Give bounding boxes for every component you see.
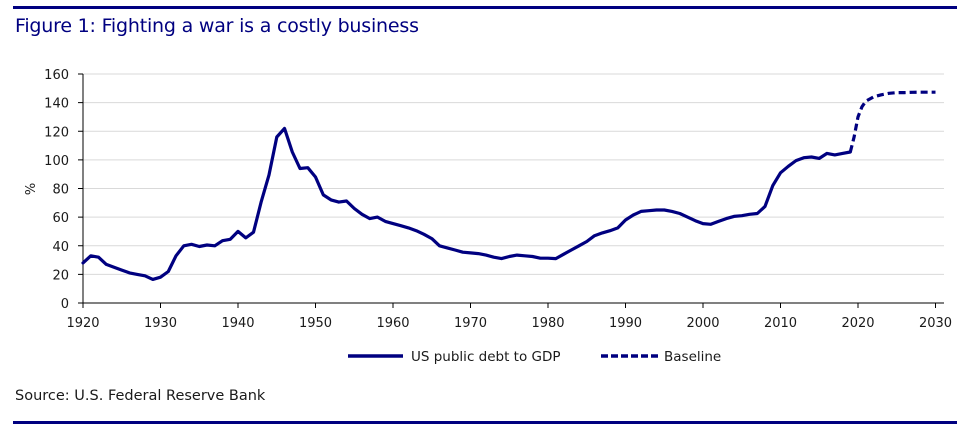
y-axis: 0 20 40 60 80 100 120 140 160 — [44, 68, 84, 312]
x-tick-label: 1920 — [66, 316, 99, 331]
x-tick-label: 1960 — [376, 316, 409, 331]
x-tick-label: 2020 — [841, 316, 874, 331]
x-tick-label: 2000 — [686, 316, 719, 331]
gridlines — [83, 73, 944, 275]
y-tick-label: 160 — [44, 68, 69, 83]
figure-title: Figure 1: Fighting a war is a costly bus… — [15, 15, 419, 37]
x-tick-label: 1980 — [531, 316, 564, 331]
y-tick-label: 100 — [44, 154, 69, 169]
y-tick-label: 80 — [52, 183, 69, 198]
x-axis: 1920 1930 1940 1950 1960 1970 1980 1990 2000 2010… — [66, 302, 952, 331]
x-tick-label: 2030 — [919, 316, 952, 331]
legend-label-debt: US public debt to GDP — [411, 349, 561, 365]
x-tick-label: 1990 — [609, 316, 642, 331]
legend-label-baseline: Baseline — [664, 349, 721, 365]
y-tick-label: 60 — [52, 211, 69, 226]
y-tick-label: 40 — [52, 240, 69, 255]
x-tick-label: 1940 — [221, 316, 254, 331]
x-tick-label: 1930 — [144, 316, 177, 331]
x-tick-label: 1970 — [454, 316, 487, 331]
legend: US public debt to GDP Baseline — [348, 349, 721, 365]
source-note: Source: U.S. Federal Reserve Bank — [15, 388, 266, 404]
series-lines — [81, 90, 936, 281]
y-tick-label: 0 — [61, 297, 69, 312]
y-axis-label: % — [24, 183, 39, 195]
x-tick-label: 2010 — [764, 316, 797, 331]
series-line-baseline — [848, 90, 936, 153]
series-line-debt — [81, 126, 852, 281]
x-tick-label: 1950 — [299, 316, 332, 331]
y-tick-label: 140 — [44, 97, 69, 112]
top-rule — [13, 6, 957, 9]
y-tick-label: 20 — [52, 268, 69, 283]
bottom-rule — [13, 421, 957, 424]
y-tick-label: 120 — [44, 125, 69, 140]
